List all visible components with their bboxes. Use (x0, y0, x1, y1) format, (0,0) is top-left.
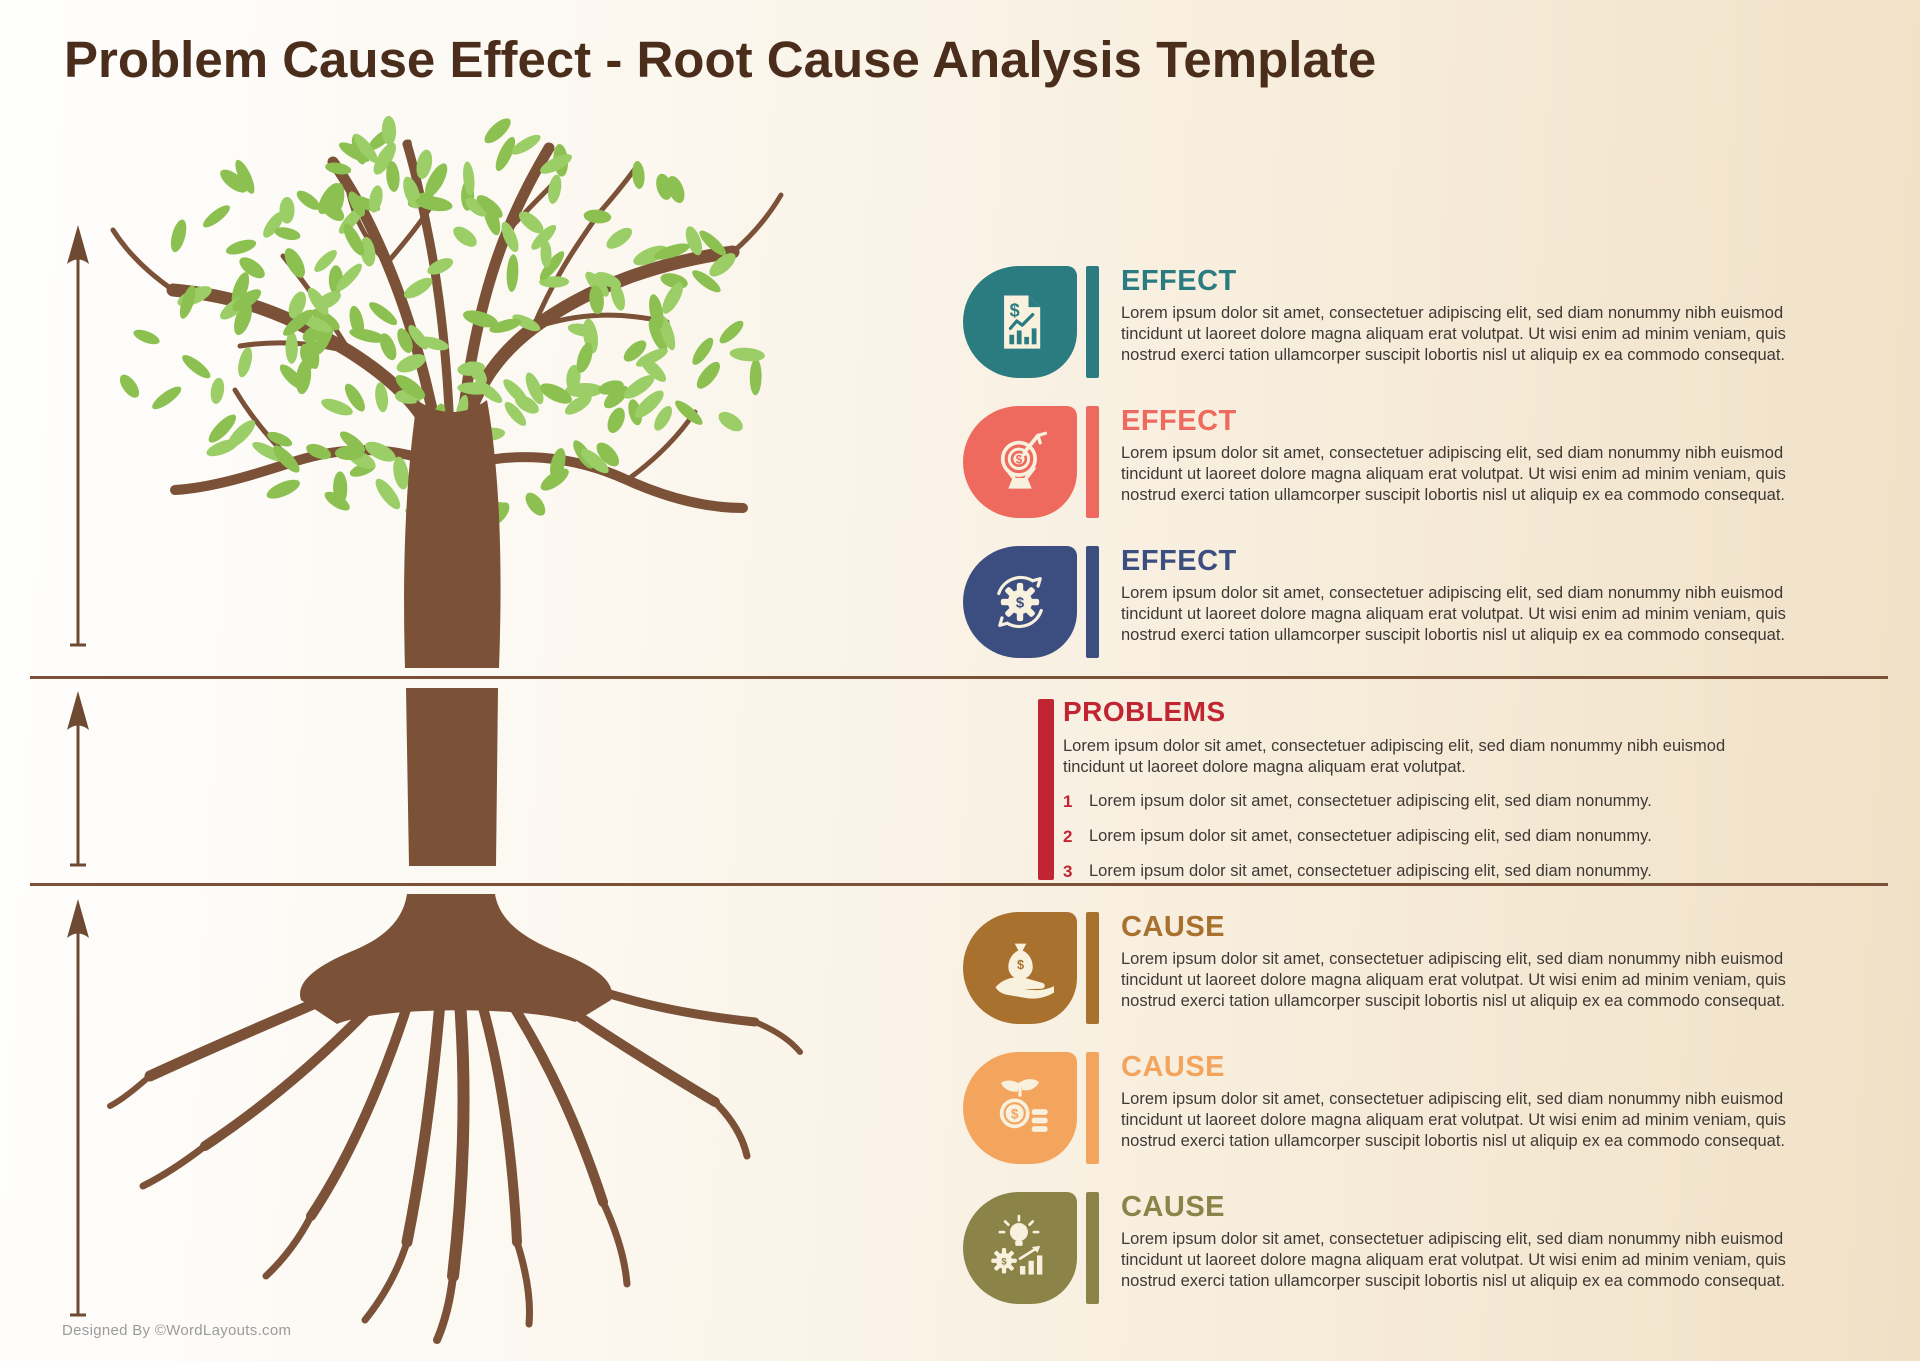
effect-2-icon-badge (963, 406, 1077, 518)
problem-item-text: Lorem ipsum dolor sit amet, consectetuer… (1089, 792, 1652, 810)
causes-zone-arrow-icon (67, 899, 89, 1317)
card-title: CAUSE (1121, 911, 1226, 943)
problem-item: 3 Lorem ipsum dolor sit amet, consectetu… (1063, 861, 1828, 882)
causes-list: CAUSE Lorem ipsum dolor sit amet, consec… (963, 912, 1813, 1332)
coin-plant-icon (986, 1074, 1054, 1142)
accent-bar (1086, 1192, 1099, 1304)
problems-zone-arrow-icon (67, 691, 89, 867)
report-dollar-icon (986, 288, 1054, 356)
idea-growth-icon (986, 1214, 1054, 1282)
problems-items-list: 1 Lorem ipsum dolor sit amet, consectetu… (1063, 791, 1828, 882)
card-body: Lorem ipsum dolor sit amet, consectetuer… (1121, 950, 1786, 1010)
problems-title: PROBLEMS (1063, 696, 1226, 727)
effect-row-2: EFFECT Lorem ipsum dolor sit amet, conse… (963, 406, 1813, 518)
card-body: Lorem ipsum dolor sit amet, consectetuer… (1121, 1230, 1786, 1290)
card-title: EFFECT (1121, 545, 1237, 577)
problem-item-number: 3 (1063, 862, 1073, 881)
cause-row-3: CAUSE Lorem ipsum dolor sit amet, consec… (963, 1192, 1813, 1304)
problem-item-text: Lorem ipsum dolor sit amet, consectetuer… (1089, 827, 1652, 845)
tree-illustration (107, 115, 803, 1344)
card-body: Lorem ipsum dolor sit amet, consectetuer… (1121, 444, 1786, 504)
target-dollar-icon (986, 428, 1054, 496)
card-body: Lorem ipsum dolor sit amet, consectetuer… (1121, 1090, 1786, 1150)
problem-item-text: Lorem ipsum dolor sit amet, consectetuer… (1089, 862, 1652, 880)
tree-roots (107, 965, 803, 1344)
hand-moneybag-icon (986, 934, 1054, 1002)
problems-body: Lorem ipsum dolor sit amet, consectetuer… (1063, 737, 1726, 776)
problem-item-number: 1 (1063, 792, 1073, 811)
effect-row-1: EFFECT Lorem ipsum dolor sit amet, conse… (963, 266, 1813, 378)
effects-list: EFFECT Lorem ipsum dolor sit amet, conse… (963, 266, 1813, 686)
credit-text: Designed By ©WordLayouts.com (62, 1322, 292, 1339)
card-body: Lorem ipsum dolor sit amet, consectetuer… (1121, 304, 1786, 364)
accent-bar (1086, 912, 1099, 1024)
divider-effects-problems (30, 676, 1888, 679)
card-title: EFFECT (1121, 265, 1237, 297)
cause-3-icon-badge (963, 1192, 1077, 1304)
card-title: CAUSE (1121, 1051, 1226, 1083)
cause-row-1: CAUSE Lorem ipsum dolor sit amet, consec… (963, 912, 1813, 1024)
cause-row-2: CAUSE Lorem ipsum dolor sit amet, consec… (963, 1052, 1813, 1164)
problem-item: 1 Lorem ipsum dolor sit amet, consectetu… (1063, 791, 1828, 812)
accent-bar (1086, 546, 1099, 658)
effect-1-icon-badge (963, 266, 1077, 378)
problems-accent-bar (1038, 699, 1054, 880)
card-title: CAUSE (1121, 1191, 1226, 1223)
divider-problems-causes (30, 883, 1888, 886)
effect-row-3: EFFECT Lorem ipsum dolor sit amet, conse… (963, 546, 1813, 658)
card-title: EFFECT (1121, 405, 1237, 437)
gear-sync-dollar-icon (986, 568, 1054, 636)
problem-item: 2 Lorem ipsum dolor sit amet, consectetu… (1063, 826, 1828, 847)
effect-3-icon-badge (963, 546, 1077, 658)
cause-2-icon-badge (963, 1052, 1077, 1164)
card-body: Lorem ipsum dolor sit amet, consectetuer… (1121, 584, 1786, 644)
page-title: Problem Cause Effect - Root Cause Analys… (64, 31, 1377, 88)
cause-1-icon-badge (963, 912, 1077, 1024)
accent-bar (1086, 406, 1099, 518)
effects-zone-arrow-icon (67, 225, 89, 647)
accent-bar (1086, 266, 1099, 378)
problems-section: PROBLEMS Lorem ipsum dolor sit amet, con… (1038, 697, 1828, 896)
problem-item-number: 2 (1063, 827, 1073, 846)
accent-bar (1086, 1052, 1099, 1164)
